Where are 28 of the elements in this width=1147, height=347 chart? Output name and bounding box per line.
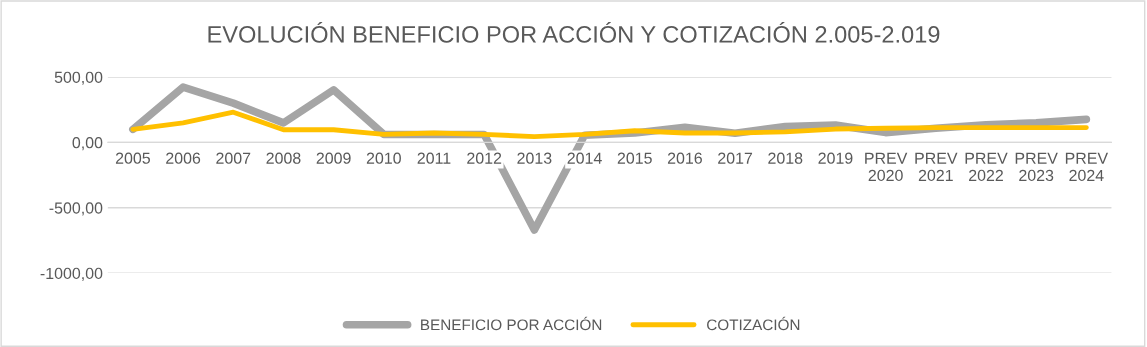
chart-title: EVOLUCIÓN BENEFICIO POR ACCIÓN Y COTIZACIÓN 2.005-2.019	[208, 22, 940, 43]
y-tick-label: -500,00	[49, 202, 103, 216]
x-tick-label: PREV 2021	[915, 152, 958, 182]
y-tick-label: 500,00	[54, 71, 103, 85]
x-tick-label: 2008	[266, 152, 301, 164]
y-tick-label: 0,00	[72, 137, 103, 151]
x-tick-label: 2006	[166, 152, 201, 164]
x-tick-label: 2019	[818, 152, 853, 164]
x-tick-label: 2011	[417, 152, 451, 164]
x-tick-label: 2009	[316, 152, 351, 164]
x-tick-label: 2015	[617, 152, 652, 164]
line-series	[130, 109, 1089, 140]
legend-label: COTIZACIÓN	[707, 316, 800, 331]
x-tick-label: 2007	[216, 152, 251, 164]
y-tick-label: -1000,00	[40, 267, 103, 281]
x-tick-label: 2013	[517, 152, 552, 164]
x-tick-label: PREV 2024	[1065, 152, 1109, 182]
x-tick-label: 2014	[567, 152, 602, 164]
x-tick-label: 2010	[366, 152, 401, 164]
x-tick-label: 2018	[768, 152, 803, 164]
x-tick-label: 2017	[718, 152, 753, 164]
x-tick-label: PREV 2020	[865, 152, 908, 182]
x-tick-label: PREV 2022	[965, 152, 1008, 182]
x-tick-label: PREV 2023	[1015, 152, 1058, 182]
x-tick-label: 2016	[667, 152, 702, 164]
x-tick-label: 2005	[115, 152, 151, 164]
x-tick-label: 2012	[467, 152, 502, 164]
legend-label: BENEFICIO POR ACCIÓN	[421, 316, 602, 331]
